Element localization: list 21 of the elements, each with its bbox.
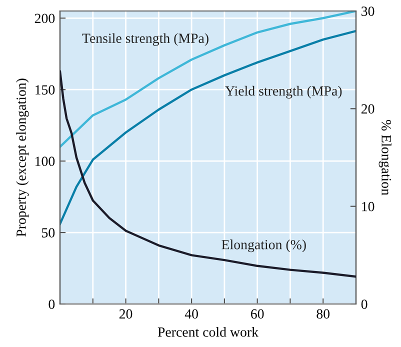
series-label: Yield strength (MPa): [225, 86, 342, 99]
y-tick-label: 0: [48, 300, 55, 309]
y-axis-title: Property (except elongation): [16, 78, 29, 237]
y-tick-label: 200: [34, 14, 55, 24]
line-series: [60, 30, 356, 226]
x-axis-title: Percent cold work: [158, 327, 259, 337]
y-tick-label: 50: [42, 228, 55, 238]
series-label: Elongation (%): [222, 240, 306, 252]
x-tick-label: 20: [119, 309, 132, 319]
y-tick-label: 150: [36, 85, 55, 95]
y2-tick-label: 30: [362, 6, 374, 16]
y-tick-label: 100: [36, 156, 55, 166]
line-series: [60, 70, 356, 278]
y2-tick-label: 0: [361, 300, 368, 309]
x-tick-label: 40: [184, 309, 198, 319]
x-tick-label: 60: [250, 309, 264, 319]
y2-tick-label: 20: [361, 104, 374, 114]
y2-tick-label: 10: [362, 202, 374, 212]
x-tick-label: 80: [316, 309, 330, 319]
series-label: Tensile strength (MPa): [82, 33, 208, 46]
y2-axis-title: % Elongation: [378, 120, 392, 196]
